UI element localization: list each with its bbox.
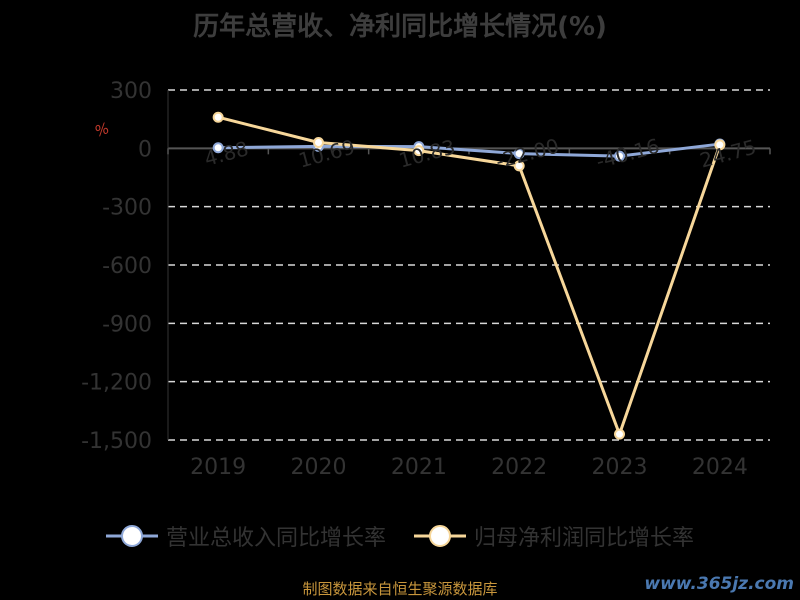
legend-item-revenue[interactable]: 营业总收入同比增长率	[105, 520, 386, 552]
series-group	[212, 111, 726, 440]
legend: 营业总收入同比增长率 归母净利润同比增长率	[0, 520, 800, 552]
y-tick-label: 300	[110, 79, 152, 104]
data-point-1	[413, 145, 425, 157]
data-label: -22.00	[493, 134, 561, 174]
legend-item-profit[interactable]: 归母净利润同比增长率	[414, 520, 694, 552]
data-point-1	[212, 111, 224, 123]
series-line-1	[217, 115, 722, 436]
y-tick-label: -1,500	[81, 429, 152, 454]
chart-title: 历年总营收、净利同比增长情况(%)	[193, 12, 607, 42]
x-tick-label: 2023	[592, 455, 648, 480]
x-axis: 2019 2020 2021 2022 2023 2024	[167, 148, 771, 480]
x-tick-label: 2022	[491, 455, 547, 480]
data-point-1	[313, 137, 324, 148]
source-note: 制图数据来自恒生聚源数据库	[302, 580, 498, 598]
watermark: www.365jz.com	[644, 574, 794, 594]
data-label: 4.88	[202, 136, 251, 171]
data-point-0	[614, 150, 625, 162]
y-tick-label: -1,200	[81, 371, 152, 396]
y-axis: 300 0 -300 -600 -900 -1,200 -1,500	[81, 79, 169, 454]
data-point-1	[513, 160, 525, 172]
legend-label-revenue: 营业总收入同比增长率	[165, 526, 386, 551]
data-label: -40.16	[593, 134, 661, 174]
data-point-0	[212, 142, 224, 154]
y-unit-label: %	[92, 119, 112, 141]
legend-swatch-profit	[414, 525, 466, 547]
series-line-0	[218, 142, 721, 158]
legend-swatch-revenue	[105, 525, 158, 547]
y-tick-label: -300	[102, 196, 152, 221]
legend-label-profit: 归母净利润同比增长率	[474, 526, 695, 551]
data-point-0	[513, 148, 525, 160]
data-label: 10.83	[396, 135, 458, 173]
data-labels: 4.88 10.69 10.83 -22.00 -40.16 24.75	[202, 134, 759, 174]
y-tick-label: -600	[102, 254, 152, 279]
data-label: 24.75	[697, 135, 759, 173]
x-tick-label: 2020	[291, 455, 347, 480]
x-tick-label: 2021	[391, 455, 447, 480]
data-point-1	[614, 428, 625, 440]
y-tick-label: -900	[102, 312, 152, 337]
x-tick-label: 2024	[692, 455, 748, 480]
y-tick-label: 0	[138, 137, 152, 162]
x-tick-label: 2019	[190, 455, 246, 480]
data-point-1	[714, 139, 726, 151]
